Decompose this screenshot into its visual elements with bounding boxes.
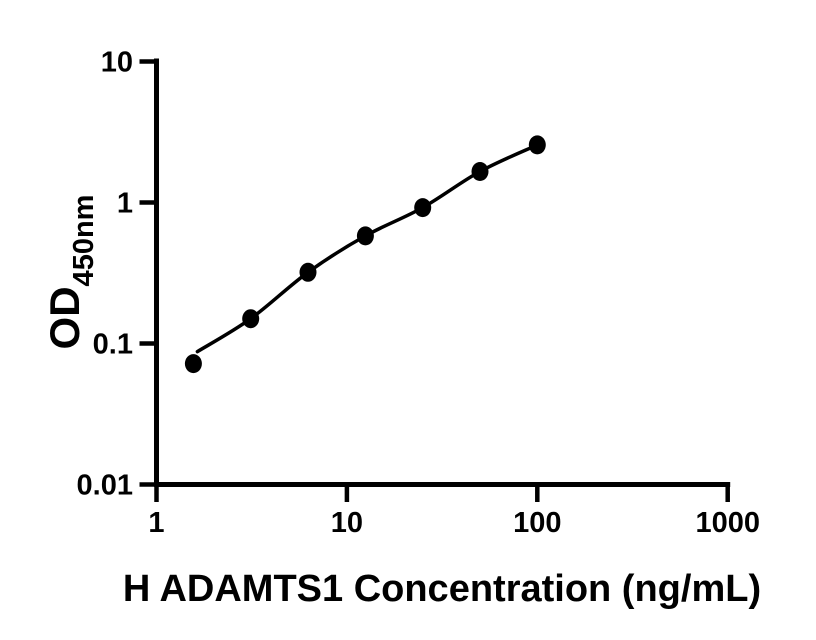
data-point bbox=[242, 309, 260, 329]
data-point bbox=[528, 135, 546, 155]
data-point bbox=[414, 198, 432, 218]
data-point bbox=[356, 226, 374, 246]
y-tick-label: 1 bbox=[117, 188, 133, 220]
y-axis-title-subscript: 450nm bbox=[68, 195, 100, 287]
data-series bbox=[184, 135, 546, 374]
axes bbox=[139, 58, 731, 502]
y-axis-title: OD450nm bbox=[41, 195, 100, 350]
tick-labels: 0.01 0.1 1 10 1 10 100 1000 bbox=[77, 47, 760, 540]
y-axis-title-main: OD bbox=[41, 286, 88, 349]
x-tick-label: 1 bbox=[148, 507, 164, 539]
x-tick-label: 10 bbox=[331, 507, 363, 539]
data-point bbox=[471, 162, 489, 181]
y-tick-label: 10 bbox=[101, 47, 133, 79]
data-point bbox=[184, 354, 202, 374]
y-tick-label: 0.01 bbox=[77, 470, 133, 502]
y-tick-label: 0.1 bbox=[93, 329, 133, 361]
data-point bbox=[299, 262, 317, 282]
x-tick-label: 1000 bbox=[695, 507, 760, 539]
x-axis-title: H ADAMTS1 Concentration (ng/mL) bbox=[123, 568, 761, 610]
x-tick-label: 100 bbox=[513, 507, 561, 539]
